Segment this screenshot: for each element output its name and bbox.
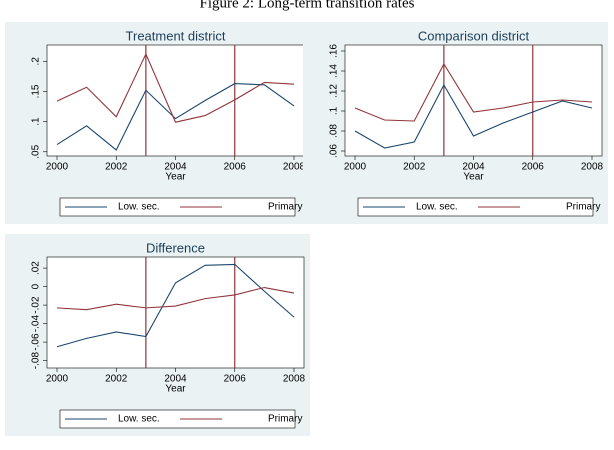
legend-box: [357, 197, 594, 217]
panel: Treatment district .05 .1 .15 .2 2000 2002 2004…: [5, 22, 310, 224]
x-tick-label: 2006: [522, 162, 545, 173]
y-tick-label: .05: [31, 144, 42, 158]
x-tick-label: 2002: [105, 162, 128, 173]
x-tick-label: 2002: [105, 374, 128, 385]
chart-title: Difference: [146, 240, 205, 255]
panel: Comparison district .06 .08 .1 .12 .14 .16 2000…: [303, 22, 608, 224]
y-tick-label: .1: [329, 106, 340, 115]
series-line: [354, 83, 593, 149]
plot-area: [46, 256, 305, 369]
x-tick-label: 2008: [283, 374, 306, 385]
x-tick-label: 2006: [224, 374, 247, 385]
x-tick-label: 2000: [344, 162, 367, 173]
y-tick-label: -.02: [31, 296, 42, 314]
legend-label: Low. sec.: [118, 202, 160, 213]
x-tick-label: 2000: [46, 374, 69, 385]
series-line: [56, 83, 295, 151]
y-tick-label: -.04: [31, 315, 42, 333]
x-axis-label: Year: [165, 384, 186, 395]
legend-box: [59, 197, 296, 217]
panel: Difference -.08-.06-.04-.02 0 .02 2000 2002 20…: [5, 234, 310, 436]
y-tick-label: .14: [329, 64, 340, 78]
x-tick-label: 2004: [164, 162, 187, 173]
y-tick-label: .06: [329, 144, 340, 158]
legend-label: Low. sec.: [118, 414, 160, 425]
chart-title: Comparison district: [418, 28, 530, 43]
x-tick-label: 2004: [164, 374, 187, 385]
y-tick-label: .12: [329, 84, 340, 98]
x-tick-label: 2004: [462, 162, 485, 173]
y-tick-label: .08: [329, 124, 340, 138]
x-tick-label: 2006: [224, 162, 247, 173]
y-tick-label: -.08: [31, 352, 42, 370]
series-line: [56, 52, 295, 123]
figure-title: Figure 2: Long-term transition rates: [200, 0, 415, 11]
legend-label: Primary: [566, 202, 600, 213]
y-tick-label: .1: [31, 117, 42, 126]
plot-area: [46, 44, 305, 157]
y-tick-label: 0: [31, 283, 42, 289]
x-axis-label: Year: [463, 172, 484, 183]
y-tick-label: -.06: [31, 333, 42, 351]
y-tick-label: .02: [31, 261, 42, 275]
legend-label: Low. sec.: [416, 202, 458, 213]
series-line: [354, 62, 593, 122]
y-tick-label: .16: [329, 44, 340, 58]
series-line: [56, 286, 295, 311]
y-tick-label: .15: [31, 84, 42, 98]
x-tick-label: 2002: [403, 162, 426, 173]
x-axis-label: Year: [165, 172, 186, 183]
chart-title: Treatment district: [126, 28, 226, 43]
x-tick-label: 2000: [46, 162, 69, 173]
x-tick-label: 2008: [581, 162, 604, 173]
legend-label: Primary: [268, 414, 302, 425]
y-tick-label: .2: [31, 57, 42, 66]
legend-box: [59, 409, 296, 429]
x-tick-label: 2008: [283, 162, 306, 173]
series-line: [56, 263, 295, 348]
legend-label: Primary: [268, 202, 302, 213]
